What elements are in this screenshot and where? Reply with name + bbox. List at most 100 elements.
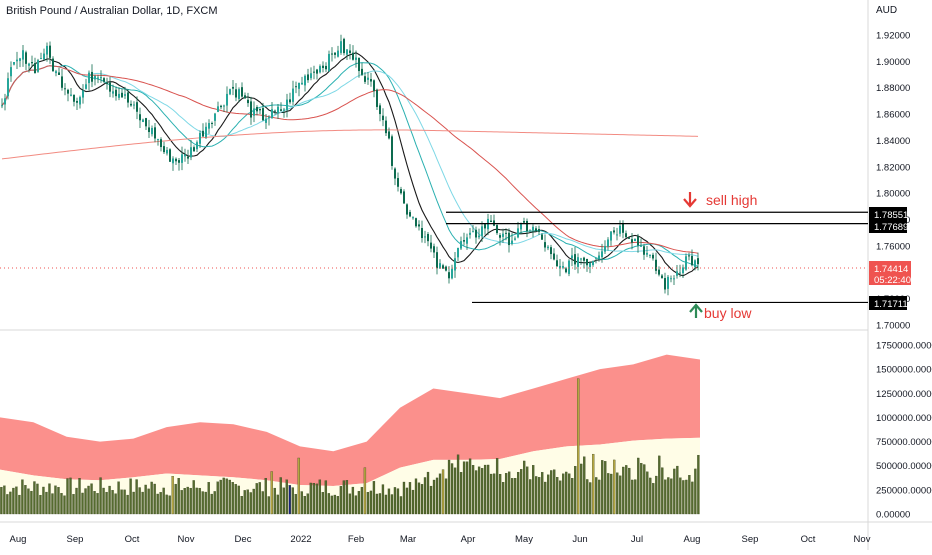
candle-body [529, 230, 531, 232]
chart-title: British Pound / Australian Dollar, 1D, F… [6, 5, 218, 17]
volume-bar [378, 493, 382, 515]
candle-body [655, 259, 657, 271]
time-axis-label: Feb [348, 534, 364, 545]
candle-body [406, 204, 408, 215]
volume-bar [565, 471, 568, 515]
volume-bar [510, 478, 514, 515]
volume-bar [351, 486, 355, 515]
candle-body [88, 72, 90, 84]
candle-body [412, 217, 414, 219]
volume-bar [366, 492, 370, 515]
candle-body [37, 60, 39, 72]
candle-body [499, 235, 501, 238]
volume-bar [27, 488, 30, 515]
volume-bar [234, 484, 237, 515]
volume-bar [180, 490, 183, 515]
volume-bar [661, 467, 664, 515]
volume-bar [318, 479, 322, 515]
candle-body [241, 87, 243, 97]
time-axis-label: Oct [125, 534, 140, 545]
volume-bar [501, 482, 505, 515]
volume-bar [117, 481, 120, 515]
candle-body [238, 89, 240, 99]
candle-body [556, 260, 558, 267]
sma-20-line [1, 62, 699, 267]
candle-body [250, 101, 252, 118]
time-axis-label: Dec [235, 534, 252, 545]
volume-bar [126, 494, 129, 515]
volume-bar [261, 491, 264, 515]
volume-bar [522, 460, 526, 515]
candle-body [625, 233, 627, 238]
volume-bar [6, 494, 9, 515]
candle-body [619, 225, 621, 234]
candle-body [34, 63, 36, 74]
volume-bar [189, 487, 192, 515]
candle-body [154, 127, 156, 139]
volume-bar [480, 468, 484, 515]
candle-body [523, 221, 525, 223]
candle-body [682, 267, 684, 274]
candle-body [670, 278, 672, 280]
candle-body [193, 147, 195, 152]
candle-body [646, 252, 648, 255]
candle-body [400, 189, 402, 194]
volume-bar [628, 467, 631, 515]
volume-bar [249, 492, 252, 515]
candle-body [22, 50, 24, 60]
volume-bar [516, 471, 520, 515]
candle-body [331, 53, 333, 55]
volume-bar [694, 468, 697, 515]
price-tick-label: 1.92000 [876, 31, 910, 42]
volume-bar [339, 486, 343, 515]
candle-body [352, 52, 354, 60]
price-tick-label: 1.84000 [876, 136, 910, 147]
candle-body [415, 218, 417, 227]
volume-tick-label: 1500000.00000 [876, 365, 932, 376]
candle-body [541, 234, 543, 240]
candle-body [124, 94, 126, 96]
candle-body [496, 225, 498, 234]
volume-bar [616, 472, 619, 515]
volume-bar [408, 482, 412, 515]
candle-body [247, 99, 249, 104]
volume-bar [75, 487, 78, 515]
volume-upper-band [0, 354, 700, 486]
volume-bar [93, 491, 96, 515]
candle-body [508, 232, 510, 246]
candle-body [25, 52, 27, 64]
volume-bar [192, 480, 195, 515]
volume-bar [670, 478, 673, 515]
candle-body [409, 212, 411, 217]
price-tick-label: 1.88000 [876, 83, 910, 94]
candle-body [511, 240, 513, 244]
time-axis-label: Nov [178, 534, 195, 545]
volume-bar [69, 477, 72, 515]
volume-bar [45, 491, 48, 515]
volume-bar [655, 475, 658, 515]
volume-bar [498, 473, 502, 515]
volume-bar [682, 480, 685, 515]
candle-body [106, 82, 108, 85]
svg-text:1.78551: 1.78551 [874, 210, 908, 221]
candle-body [568, 260, 570, 274]
volume-bar [649, 477, 652, 515]
candle-body [472, 231, 474, 233]
volume-bar [237, 485, 240, 515]
candle-body [355, 57, 357, 60]
volume-bar [342, 480, 346, 515]
candle-body [463, 240, 465, 242]
time-axis-labels: Aug Sep Oct Nov Dec 2022 Feb Mar Apr May Jun Jul Aug… [10, 534, 871, 545]
candle-body [289, 99, 291, 103]
volume-bar [243, 490, 246, 515]
candle-body [151, 127, 153, 135]
candle-body [697, 258, 699, 265]
candle-body [253, 108, 255, 116]
candle-body [94, 76, 96, 80]
volume-bar [324, 480, 328, 515]
candle-body [49, 45, 51, 58]
candle-body [394, 168, 396, 179]
candle-body [112, 91, 114, 94]
candle-body [286, 99, 288, 111]
